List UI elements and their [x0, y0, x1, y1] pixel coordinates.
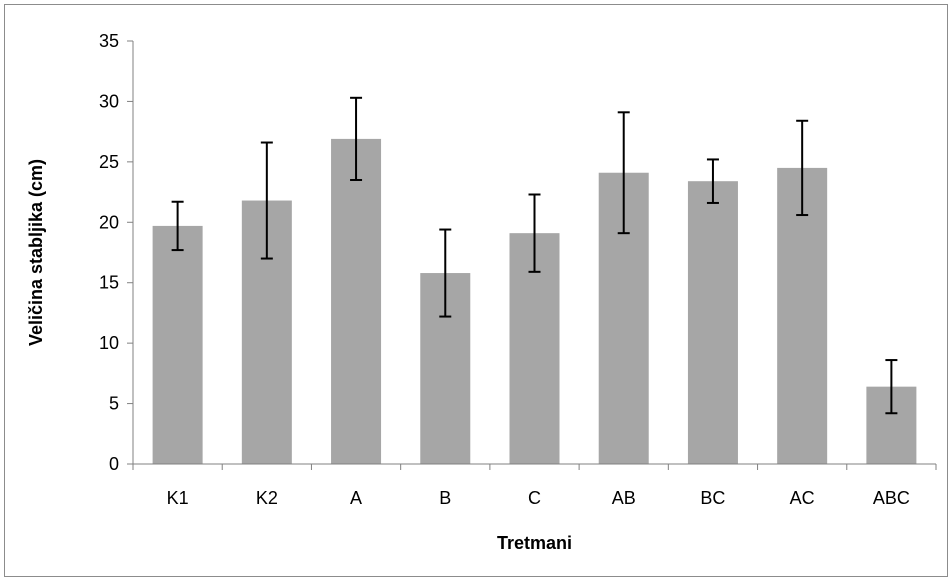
bar-bc — [687, 181, 738, 465]
x-tick-label: BC — [700, 488, 725, 508]
bars — [152, 138, 917, 465]
error-bar-ab — [617, 111, 630, 235]
x-tick-label: A — [350, 488, 362, 508]
bar-k1 — [152, 225, 203, 464]
y-tick-label: 0 — [109, 454, 119, 474]
error-bar-bc — [706, 158, 719, 204]
x-tick-label: AB — [612, 488, 636, 508]
x-tick-label: AC — [790, 488, 815, 508]
y-tick-label: 5 — [109, 394, 119, 414]
x-tick-label: C — [528, 488, 541, 508]
y-tick-label: 10 — [99, 333, 119, 353]
error-bar-c — [528, 193, 541, 273]
x-tick-label: ABC — [873, 488, 910, 508]
error-bar-a — [350, 96, 363, 181]
y-axis-title: Veličina stabljika (cm) — [26, 159, 46, 346]
y-axis-ticks: 0 5 10 15 20 25 30 35 — [99, 31, 133, 474]
y-tick-label: 15 — [99, 273, 119, 293]
y-tick-label: 35 — [99, 31, 119, 51]
y-tick-label: 20 — [99, 212, 119, 232]
error-bars — [171, 96, 898, 415]
error-bar-ac — [796, 119, 809, 217]
x-tick-label: K2 — [256, 488, 278, 508]
y-tick-label: 30 — [99, 91, 119, 111]
error-bar-b — [439, 228, 452, 318]
error-bar-k2 — [260, 141, 273, 260]
x-tick-label: B — [439, 488, 451, 508]
bar-a — [331, 138, 382, 464]
x-axis-ticks: K1 K2 A B C AB BC AC ABC — [132, 464, 937, 508]
x-axis-title: Tretmani — [497, 533, 572, 553]
error-bar-k1 — [171, 200, 184, 252]
x-tick-label: K1 — [167, 488, 189, 508]
y-tick-label: 25 — [99, 152, 119, 172]
bar-ac — [777, 167, 828, 464]
error-bar-abc — [885, 359, 898, 415]
